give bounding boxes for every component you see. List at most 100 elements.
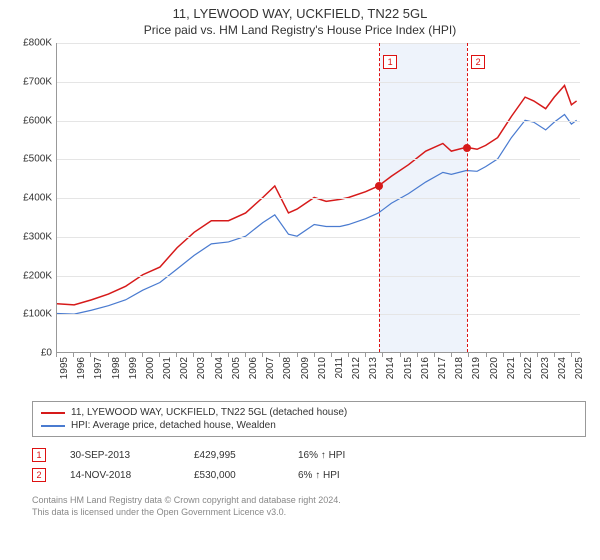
x-tick-label: 2004 [214,357,225,379]
x-tick-mark [56,353,57,357]
x-tick-mark [90,353,91,357]
x-tick-mark [348,353,349,357]
legend-item: HPI: Average price, detached house, Weal… [41,419,577,432]
footer-line-2: This data is licensed under the Open Gov… [32,507,586,519]
sale-price: £429,995 [194,450,274,461]
x-tick-label: 2024 [557,357,568,379]
gridline [57,43,580,44]
legend-item: 11, LYEWOOD WAY, UCKFIELD, TN22 5GL (det… [41,406,577,419]
y-tick-label: £200K [23,270,52,281]
x-tick-mark [73,353,74,357]
x-tick-label: 1997 [93,357,104,379]
x-tick-mark [468,353,469,357]
sale-row: 130-SEP-2013£429,99516% ↑ HPI [32,445,586,465]
series-hpi [57,114,577,314]
x-axis: 1995199619971998199920002001200220032004… [56,353,580,393]
y-tick-label: £800K [23,38,52,49]
x-tick-label: 2015 [403,357,414,379]
x-tick-mark [520,353,521,357]
series-property [57,85,577,304]
x-tick-mark [400,353,401,357]
legend-swatch [41,412,65,414]
x-tick-label: 2019 [471,357,482,379]
x-tick-mark [245,353,246,357]
gridline [57,159,580,160]
y-tick-label: £0 [41,348,52,359]
x-tick-label: 2017 [437,357,448,379]
x-tick-label: 2025 [574,357,585,379]
y-tick-label: £600K [23,115,52,126]
x-tick-mark [314,353,315,357]
x-tick-label: 2008 [282,357,293,379]
gridline [57,314,580,315]
sale-delta: 6% ↑ HPI [298,470,340,481]
sale-price: £530,000 [194,470,274,481]
x-tick-label: 2006 [248,357,259,379]
x-tick-mark [571,353,572,357]
x-tick-mark [159,353,160,357]
x-tick-label: 2003 [196,357,207,379]
x-tick-label: 2018 [454,357,465,379]
event-line [379,43,380,352]
x-tick-mark [125,353,126,357]
y-tick-label: £500K [23,154,52,165]
x-tick-mark [331,353,332,357]
x-tick-label: 2009 [300,357,311,379]
legend-swatch [41,425,65,427]
x-tick-label: 2022 [523,357,534,379]
plot-area: 12 [56,43,580,353]
x-tick-label: 2012 [351,357,362,379]
sale-date: 30-SEP-2013 [70,450,170,461]
y-tick-label: £300K [23,231,52,242]
footer-line-1: Contains HM Land Registry data © Crown c… [32,495,586,507]
x-tick-mark [382,353,383,357]
legend: 11, LYEWOOD WAY, UCKFIELD, TN22 5GL (det… [32,401,586,437]
event-marker-badge: 1 [383,55,397,69]
chart-subtitle: Price paid vs. HM Land Registry's House … [0,21,600,43]
x-tick-label: 2002 [179,357,190,379]
sale-row: 214-NOV-2018£530,0006% ↑ HPI [32,465,586,485]
chart-area: £0£100K£200K£300K£400K£500K£600K£700K£80… [10,43,590,393]
x-tick-mark [434,353,435,357]
x-tick-label: 2007 [265,357,276,379]
x-tick-mark [262,353,263,357]
sale-date: 14-NOV-2018 [70,470,170,481]
y-axis: £0£100K£200K£300K£400K£500K£600K£700K£80… [10,43,54,353]
y-tick-label: £700K [23,76,52,87]
x-tick-label: 2013 [368,357,379,379]
x-tick-label: 2005 [231,357,242,379]
sale-badge: 1 [32,448,46,462]
x-tick-label: 2000 [145,357,156,379]
x-tick-mark [176,353,177,357]
x-tick-label: 2014 [385,357,396,379]
x-tick-mark [503,353,504,357]
x-tick-label: 2010 [317,357,328,379]
legend-label: HPI: Average price, detached house, Weal… [71,420,276,431]
x-tick-mark [142,353,143,357]
chart-title: 11, LYEWOOD WAY, UCKFIELD, TN22 5GL [0,0,600,21]
x-tick-label: 2020 [489,357,500,379]
gridline [57,237,580,238]
x-tick-label: 2016 [420,357,431,379]
footer-attribution: Contains HM Land Registry data © Crown c… [32,495,586,518]
sale-marker-dot [375,182,383,190]
x-tick-mark [211,353,212,357]
gridline [57,121,580,122]
event-marker-badge: 2 [471,55,485,69]
x-tick-label: 2011 [334,357,345,379]
x-tick-label: 1996 [76,357,87,379]
gridline [57,198,580,199]
x-tick-label: 1999 [128,357,139,379]
y-tick-label: £100K [23,309,52,320]
x-tick-label: 1998 [111,357,122,379]
y-tick-label: £400K [23,193,52,204]
gridline [57,82,580,83]
x-tick-mark [537,353,538,357]
x-tick-label: 2023 [540,357,551,379]
gridline [57,276,580,277]
x-tick-mark [451,353,452,357]
x-tick-mark [554,353,555,357]
x-tick-mark [228,353,229,357]
x-tick-label: 2001 [162,357,173,379]
x-tick-mark [279,353,280,357]
